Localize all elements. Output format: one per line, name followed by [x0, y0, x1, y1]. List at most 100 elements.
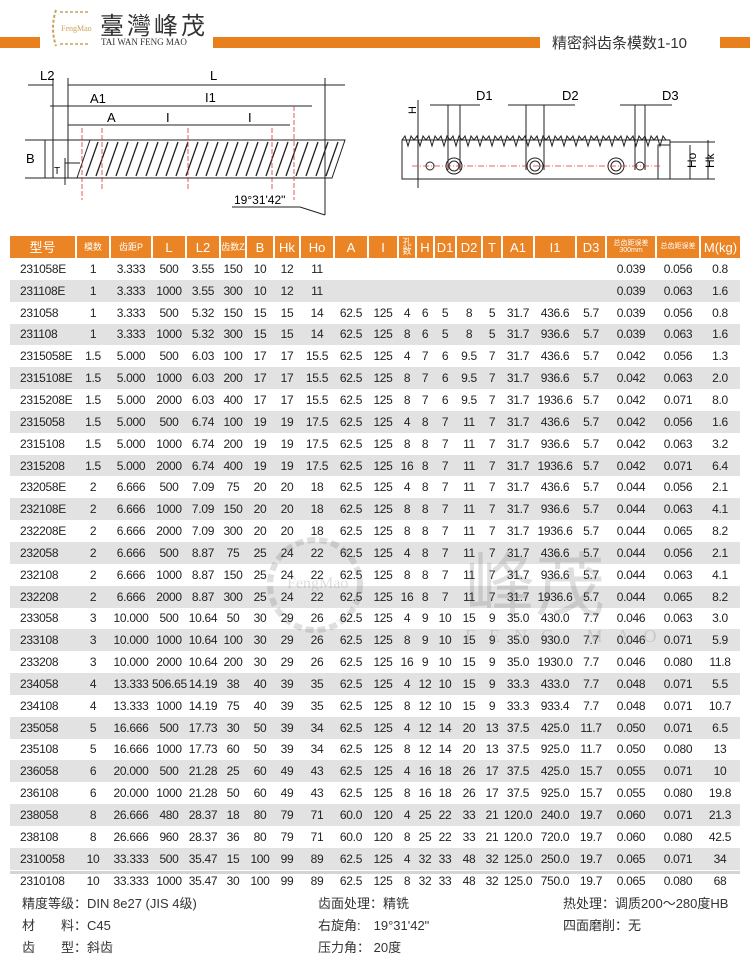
table-cell: 37.5 — [506, 742, 530, 757]
model-cell: 231058E — [20, 261, 66, 276]
table-cell: 8.2 — [700, 585, 740, 608]
table-cell: 1.6 — [700, 323, 740, 346]
table-cell: 5 — [434, 323, 456, 346]
table-cell: 1.5 — [76, 410, 110, 433]
table-cell: 10 — [86, 873, 100, 888]
table-cell: 28.37 — [188, 829, 218, 844]
table-cell: 62.5 — [334, 323, 368, 346]
column-header: 型号 — [10, 236, 76, 258]
table-cell: 1 — [89, 305, 97, 320]
table-cell: 11 — [311, 261, 323, 276]
table-row: 2315108E 1.5 5.000 1000 6.03 200 17 17 15.5 62.5 1… — [10, 367, 740, 390]
note-pressure-angle: 压力角： 20度 — [318, 940, 402, 955]
table-cell: 10 — [434, 629, 456, 652]
table-cell: 89 — [310, 873, 324, 888]
table-cell: 7 — [441, 436, 449, 451]
table-cell: 1000 — [156, 742, 182, 757]
table-cell: 0.071 — [656, 716, 700, 739]
table-cell: 35.0 — [502, 629, 534, 652]
table-cell: 5 — [482, 323, 502, 346]
table-cell: 50 — [226, 786, 240, 801]
table-cell: 0.071 — [656, 804, 700, 826]
table-cell: 0.063 — [656, 323, 700, 346]
table-cell: 7 — [488, 480, 496, 495]
table-cell: 936.6 — [534, 498, 576, 521]
table-cell: 6.74 — [186, 410, 220, 433]
table-cell: 7 — [482, 585, 502, 608]
table-cell: 0.065 — [606, 847, 656, 870]
table-cell: 15 — [462, 611, 476, 626]
table-cell: 7 — [482, 410, 502, 433]
table-cell: 5.7 — [583, 567, 599, 582]
table-cell: 9 — [488, 655, 496, 670]
column-header: Hk — [273, 236, 300, 258]
table-cell: 500 — [152, 410, 186, 433]
table-cell: 8 — [416, 454, 434, 477]
table-cell: 0.042 — [616, 436, 646, 451]
table-cell: 25 — [253, 567, 267, 582]
table-cell: 9 — [488, 611, 496, 626]
table-cell: 11 — [456, 585, 482, 608]
table-cell: 33.333 — [113, 873, 149, 888]
table-row: 2315208E 1.5 5.000 2000 6.03 400 17 17 15.5 62.5 1… — [10, 389, 740, 411]
table-cell: 10.000 — [110, 629, 152, 652]
table-cell: 50 — [246, 716, 274, 739]
table-cell: 79 — [280, 829, 294, 844]
table-cell: 30 — [253, 611, 267, 626]
table-cell: 6 — [441, 392, 449, 407]
header-bar-left — [0, 37, 40, 48]
table-cell: 17 — [485, 786, 499, 801]
table-cell: 7 — [441, 567, 449, 582]
column-header: 模数 — [75, 236, 110, 258]
model-cell: 2310058 — [10, 847, 76, 870]
table-cell: 10 — [438, 611, 452, 626]
helical-tooth-line — [305, 141, 319, 177]
table-cell: 49 — [280, 786, 294, 801]
column-header: A1 — [501, 236, 534, 258]
table-cell: 125.0 — [502, 847, 534, 870]
note-material: 材 料：C45 — [22, 918, 111, 933]
table-cell: 120.0 — [502, 804, 534, 826]
table-cell: 4 — [403, 305, 411, 320]
table-cell: 1 — [89, 261, 97, 276]
table-row: 231108E 1 3.333 1000 3.55 300 10 12 11 0.039 0.063… — [10, 279, 740, 302]
table-cell: 500 — [159, 261, 179, 276]
model-cell: 236108 — [20, 786, 59, 801]
table-cell: 6.666 — [110, 498, 152, 521]
table-cell: 7.7 — [583, 698, 599, 713]
table-cell: 9 — [421, 655, 429, 670]
table-cell — [456, 258, 482, 280]
table-cell: 7 — [434, 498, 456, 521]
table-cell: 425.0 — [534, 760, 576, 783]
table-cell: 1.5 — [85, 349, 101, 364]
table-cell: 7.09 — [191, 524, 215, 539]
table-cell: 11 — [463, 480, 475, 495]
model-cell: 2315208E — [20, 392, 73, 407]
table-cell: 200 — [223, 436, 243, 451]
table-cell: 14 — [310, 305, 324, 320]
model-cell: 232208E — [20, 524, 66, 539]
model-cell: 2315058 — [10, 410, 76, 433]
header-bar-right — [720, 37, 750, 48]
table-cell: 11 — [456, 498, 482, 521]
table-cell: 62.5 — [334, 454, 368, 477]
table-cell: 16 — [398, 454, 416, 477]
table-cell: 33.3 — [502, 673, 534, 695]
table-cell: 17.5 — [300, 410, 334, 433]
table-cell: 38 — [220, 673, 246, 695]
table-cell: 18 — [434, 760, 456, 783]
table-cell: 8 — [416, 541, 434, 564]
table-cell: 20 — [274, 498, 300, 521]
table-cell: 68 — [713, 873, 727, 888]
table-cell: 8 — [403, 567, 411, 582]
helical-tooth-line — [85, 141, 99, 177]
table-cell: 8 — [76, 804, 110, 826]
model-cell: 232058 — [10, 541, 76, 564]
table-cell: 0.071 — [656, 629, 700, 652]
table-cell: 31.7 — [506, 305, 530, 320]
table-cell: 0.065 — [663, 524, 693, 539]
table-cell: 11 — [456, 541, 482, 564]
table-cell: 35.47 — [188, 873, 218, 888]
table-cell: 62.5 — [339, 786, 363, 801]
table-cell: 10 — [434, 673, 456, 695]
